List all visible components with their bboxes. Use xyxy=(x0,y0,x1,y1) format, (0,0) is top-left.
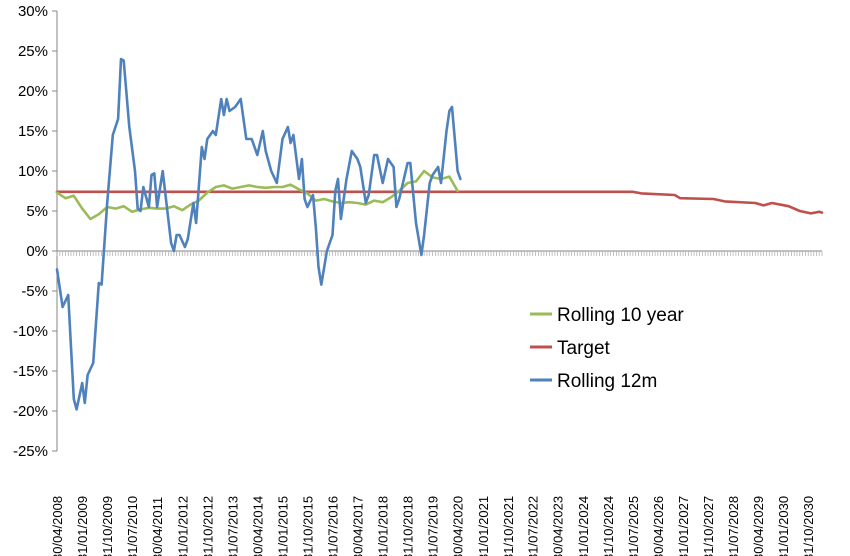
series-line-rolling-12m xyxy=(55,57,462,411)
x-tick-label: 31/10/2027 xyxy=(701,496,716,556)
series-group xyxy=(55,57,824,411)
x-tick-label: 31/07/2019 xyxy=(426,496,441,556)
x-tick-label: 31/01/2030 xyxy=(776,496,791,556)
y-tick-label: -20% xyxy=(13,403,48,420)
x-tick-label: 31/07/2013 xyxy=(225,496,240,556)
x-tick-label: 31/07/2028 xyxy=(726,496,741,556)
x-tick-label: 31/10/2030 xyxy=(801,496,816,556)
x-tick-label: 30/04/2029 xyxy=(751,496,766,556)
legend-label: Rolling 12m xyxy=(557,371,657,392)
x-tick-label: 31/10/2009 xyxy=(100,496,115,556)
legend-label: Rolling 10 year xyxy=(557,305,684,326)
y-tick-label: 20% xyxy=(18,83,48,100)
x-tick-label: 31/07/2010 xyxy=(125,496,140,556)
x-tick-label: 31/01/2027 xyxy=(676,496,691,556)
y-tick-label: -15% xyxy=(13,363,48,380)
x-tick-label: 31/01/2015 xyxy=(275,496,290,556)
x-minor-ticks xyxy=(56,251,823,256)
x-tick-label: 30/04/2017 xyxy=(350,496,365,556)
x-tick-label: 31/01/2018 xyxy=(376,496,391,556)
x-tick-label: 31/01/2024 xyxy=(576,496,591,556)
x-tick-label: 31/07/2016 xyxy=(325,496,340,556)
y-axis: 30% 25% 20% 15% 10% 5% 0% -5% -10% -15% -20% -25% xyxy=(13,3,57,460)
x-tick-label: 30/04/2008 xyxy=(50,496,65,556)
y-tick-label: -25% xyxy=(13,443,48,460)
x-tick-label: 30/04/2026 xyxy=(651,496,666,556)
x-tick-label: 31/01/2021 xyxy=(476,496,491,556)
y-tick-label: 15% xyxy=(18,123,48,140)
y-tick-label: 5% xyxy=(26,203,48,220)
y-tick-label: 25% xyxy=(18,43,48,60)
y-tick-label: 30% xyxy=(18,3,48,20)
y-tick-label: -10% xyxy=(13,323,48,340)
x-tick-label: 30/04/2014 xyxy=(250,496,265,556)
x-tick-label: 31/10/2021 xyxy=(501,496,516,556)
x-tick-label: 30/04/2023 xyxy=(551,496,566,556)
x-tick-label: 30/04/2020 xyxy=(451,496,466,556)
legend-label: Target xyxy=(557,338,611,359)
x-tick-label: 31/07/2022 xyxy=(526,496,541,556)
x-tick-label: 31/10/2024 xyxy=(601,496,616,556)
x-tick-label: 30/04/2011 xyxy=(150,497,165,556)
y-tick-label: -5% xyxy=(21,283,48,300)
legend: Rolling 10 year Target Rolling 12m xyxy=(530,305,684,392)
x-tick-label: 31/10/2015 xyxy=(300,496,315,556)
x-tick-label: 31/01/2009 xyxy=(75,496,90,556)
x-tick-label: 31/10/2018 xyxy=(401,496,416,556)
x-tick-label: 31/07/2025 xyxy=(626,496,641,556)
x-tick-label: 31/01/2012 xyxy=(175,496,190,556)
series-line-target xyxy=(55,190,824,215)
series-line-rolling-10-year xyxy=(55,169,459,221)
y-tick-label: 0% xyxy=(26,243,48,260)
x-tick-label: 31/10/2012 xyxy=(200,496,215,556)
x-axis: 30/04/2008 31/01/2009 31/10/2009 31/07/2010… xyxy=(50,250,823,556)
y-tick-label: 10% xyxy=(18,163,48,180)
